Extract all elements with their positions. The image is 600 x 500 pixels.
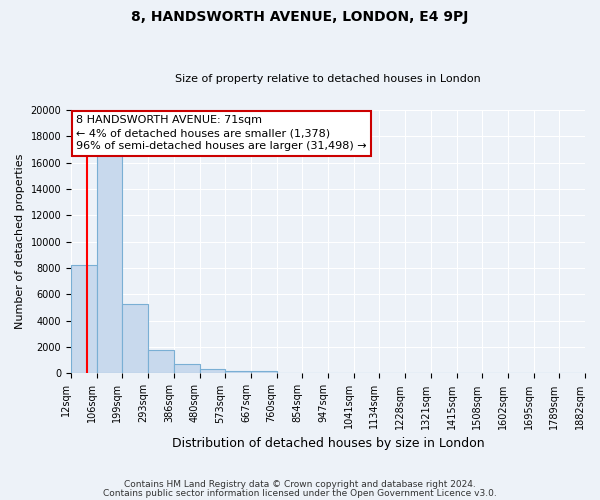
- Text: 8, HANDSWORTH AVENUE, LONDON, E4 9PJ: 8, HANDSWORTH AVENUE, LONDON, E4 9PJ: [131, 10, 469, 24]
- Text: 8 HANDSWORTH AVENUE: 71sqm
← 4% of detached houses are smaller (1,378)
96% of se: 8 HANDSWORTH AVENUE: 71sqm ← 4% of detac…: [76, 115, 367, 152]
- Y-axis label: Number of detached properties: Number of detached properties: [15, 154, 25, 330]
- Bar: [148, 350, 174, 374]
- Text: Contains public sector information licensed under the Open Government Licence v3: Contains public sector information licen…: [103, 490, 497, 498]
- Bar: [97, 154, 122, 374]
- Bar: [200, 370, 225, 374]
- X-axis label: Distribution of detached houses by size in London: Distribution of detached houses by size …: [172, 437, 484, 450]
- Title: Size of property relative to detached houses in London: Size of property relative to detached ho…: [175, 74, 481, 84]
- Text: Contains HM Land Registry data © Crown copyright and database right 2024.: Contains HM Land Registry data © Crown c…: [124, 480, 476, 489]
- Bar: [174, 364, 200, 374]
- Bar: [251, 372, 277, 374]
- Bar: [122, 304, 148, 374]
- Bar: [71, 266, 97, 374]
- Bar: [225, 371, 251, 374]
